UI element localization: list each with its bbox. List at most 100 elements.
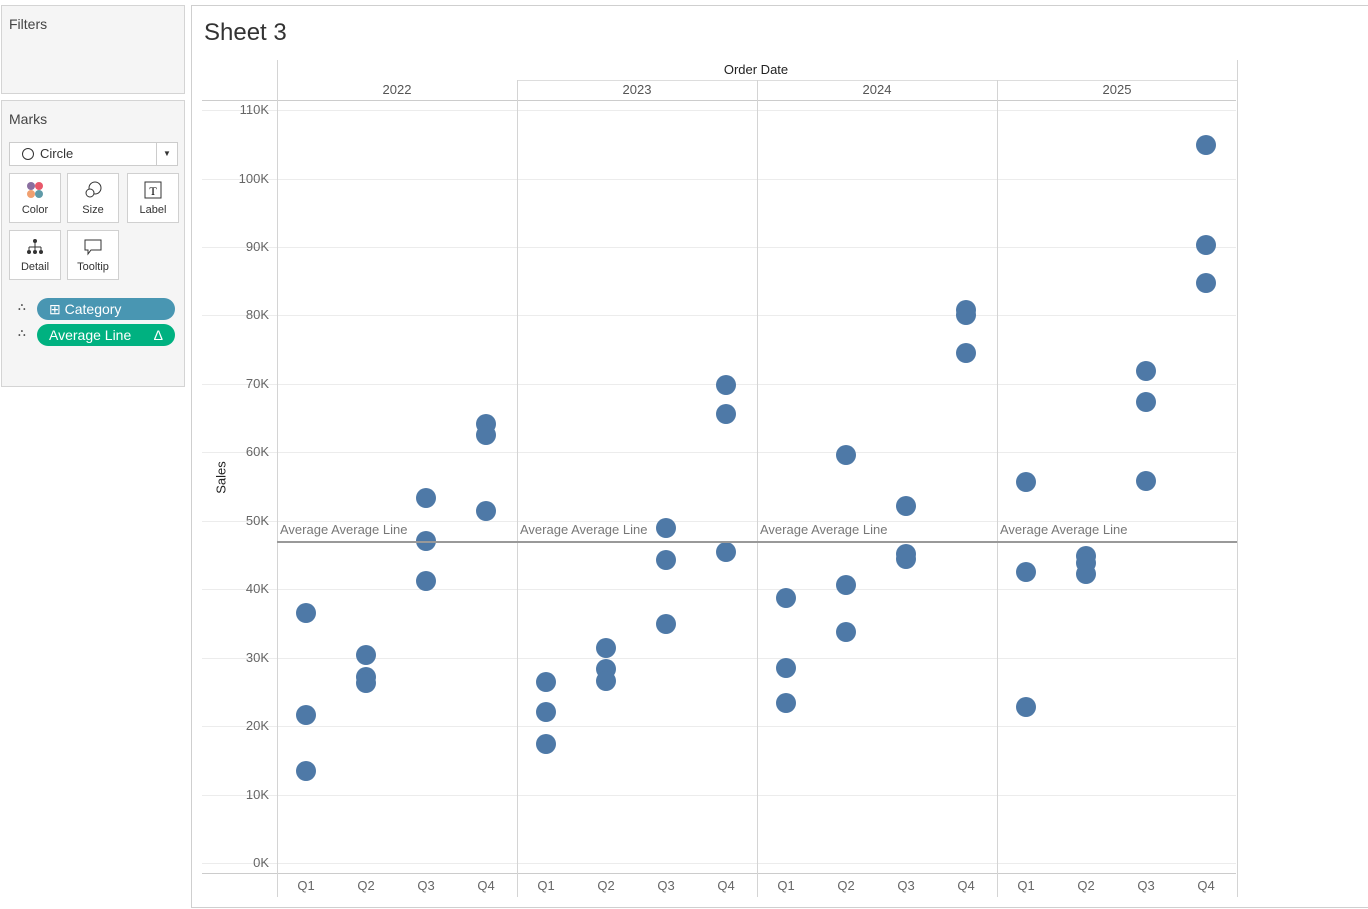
quarter-label: Q2 (597, 878, 615, 893)
chevron-down-icon[interactable]: ▼ (156, 143, 177, 165)
detail-icon: ⛬ (18, 301, 26, 313)
filters-shelf[interactable]: Filters (1, 5, 185, 94)
data-point[interactable] (476, 425, 496, 446)
data-point[interactable] (896, 495, 916, 516)
category-pill[interactable]: ⊞ Category (37, 298, 175, 320)
pane-divider (757, 80, 758, 897)
filters-title: Filters (9, 16, 48, 32)
gridline (202, 452, 1236, 454)
color-label: Color (21, 204, 49, 216)
y-tick-label: 60K (245, 444, 269, 460)
average-line-pill[interactable]: Average Line Δ (37, 324, 175, 346)
data-point[interactable] (596, 670, 616, 691)
quarter-label: Q3 (657, 878, 675, 893)
y-tick-label: 110K (239, 102, 269, 118)
data-point[interactable] (716, 542, 736, 563)
expand-icon: ⊞ (49, 301, 61, 317)
y-tick-label: 50K (245, 512, 269, 528)
color-button[interactable]: Color (9, 173, 61, 223)
y-tick-label: 30K (245, 649, 269, 665)
data-point[interactable] (296, 603, 316, 624)
data-point[interactable] (896, 549, 916, 570)
data-point[interactable] (596, 638, 616, 659)
data-point[interactable] (1136, 360, 1156, 381)
data-point[interactable] (836, 575, 856, 596)
data-point[interactable] (956, 304, 976, 325)
data-point[interactable] (956, 343, 976, 364)
label-button[interactable]: T Label (127, 173, 179, 223)
detail-button[interactable]: Detail (9, 230, 61, 280)
data-point[interactable] (1016, 696, 1036, 717)
y-tick-label: 70K (245, 375, 269, 391)
data-point[interactable] (776, 692, 796, 713)
data-point[interactable] (1196, 134, 1216, 155)
quarter-label: Q3 (897, 878, 915, 893)
label-icon: T (128, 174, 178, 204)
data-point[interactable] (1016, 562, 1036, 583)
column-header-order-date: Order Date (723, 62, 789, 77)
data-point[interactable] (476, 501, 496, 522)
marks-title: Marks (9, 111, 48, 127)
gridline (202, 657, 1236, 659)
data-point[interactable] (296, 761, 316, 782)
tooltip-icon (68, 231, 118, 261)
tooltip-button[interactable]: Tooltip (67, 230, 119, 280)
gridline (202, 246, 1236, 248)
gridline (202, 178, 1236, 180)
worksheet (191, 5, 1368, 908)
data-point[interactable] (1196, 234, 1216, 255)
data-point[interactable] (716, 375, 736, 396)
header-divider (202, 100, 1236, 101)
gridline (202, 110, 1236, 112)
marks-card: Marks Circle ▼ Color Size T Label Detail … (1, 100, 185, 387)
data-point[interactable] (536, 733, 556, 754)
year-header: 2023 (622, 82, 652, 97)
data-point[interactable] (776, 657, 796, 678)
y-tick-label: 20K (245, 718, 269, 734)
year-header: 2022 (382, 82, 412, 97)
reference-line-label: Average Average Line (1000, 522, 1128, 537)
data-point[interactable] (416, 488, 436, 509)
quarter-label: Q4 (957, 878, 975, 893)
data-point[interactable] (296, 705, 316, 726)
quarter-label: Q1 (1017, 878, 1035, 893)
reference-line-label: Average Average Line (760, 522, 888, 537)
data-point[interactable] (836, 622, 856, 643)
data-point[interactable] (716, 403, 736, 424)
data-point[interactable] (356, 672, 376, 693)
size-button[interactable]: Size (67, 173, 119, 223)
svg-text:T: T (149, 184, 157, 198)
x-axis-line (202, 873, 1236, 874)
quarter-label: Q4 (1197, 878, 1215, 893)
year-header-line (517, 80, 1237, 81)
data-point[interactable] (656, 614, 676, 635)
gridline (202, 863, 1236, 864)
y-tick-label: 10K (245, 786, 269, 802)
tooltip-label: Tooltip (77, 261, 109, 273)
data-point[interactable] (356, 644, 376, 665)
pane-divider (517, 80, 518, 897)
mark-type-value: Circle (40, 146, 74, 161)
quarter-label: Q4 (717, 878, 735, 893)
data-point[interactable] (656, 518, 676, 539)
plot-left-border (277, 60, 278, 897)
average-line-pill-label: Average Line (49, 327, 132, 343)
gridline (202, 589, 1236, 591)
data-point[interactable] (1136, 392, 1156, 413)
data-point[interactable] (1196, 273, 1216, 294)
data-point[interactable] (416, 570, 436, 591)
data-point[interactable] (536, 701, 556, 722)
color-icon (10, 174, 60, 204)
data-point[interactable] (656, 549, 676, 570)
y-axis-title: Sales (213, 461, 229, 494)
data-point[interactable] (776, 588, 796, 609)
data-point[interactable] (536, 672, 556, 693)
pane-divider (997, 80, 998, 897)
data-point[interactable] (1136, 471, 1156, 492)
data-point[interactable] (836, 445, 856, 466)
data-point[interactable] (1016, 471, 1036, 492)
data-point[interactable] (1076, 564, 1096, 585)
year-header: 2024 (862, 82, 892, 97)
mark-type-dropdown[interactable]: Circle ▼ (9, 142, 178, 166)
quarter-label: Q4 (477, 878, 495, 893)
